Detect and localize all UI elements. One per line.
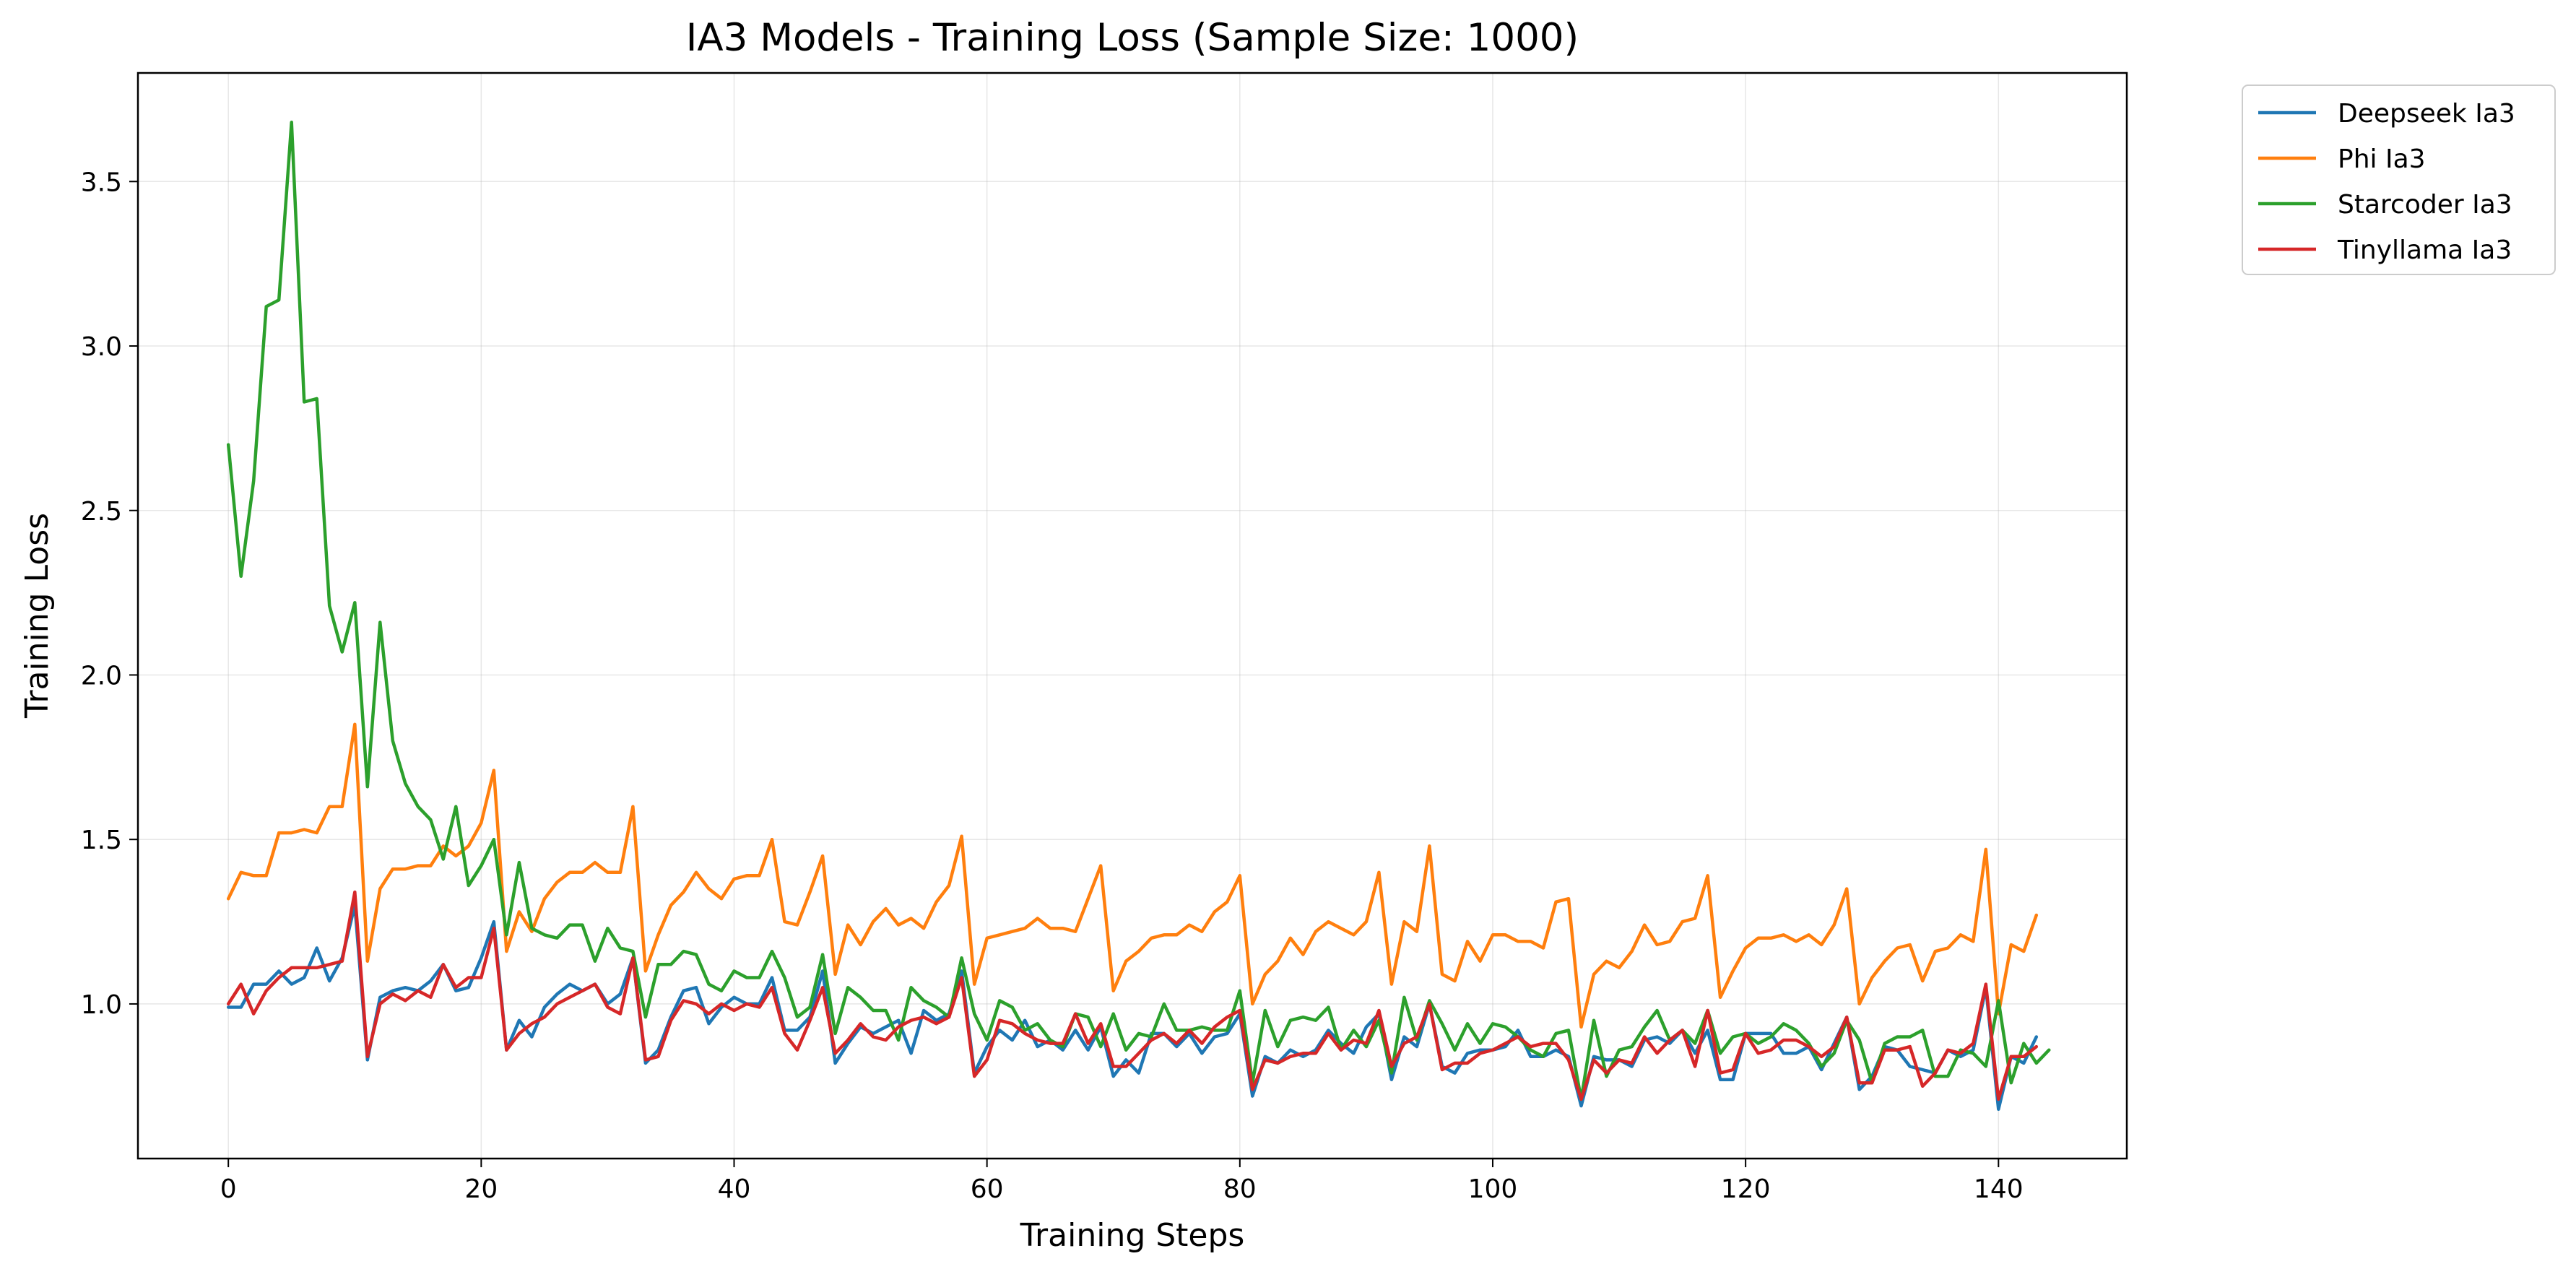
x-tick-label: 80	[1223, 1174, 1257, 1204]
x-tick-label: 100	[1468, 1174, 1518, 1204]
x-tick-label: 60	[971, 1174, 1004, 1204]
y-axis-label: Training Loss	[19, 513, 56, 719]
series-line-deepseek-ia3	[226, 904, 2039, 1111]
y-tick-label: 1.0	[81, 990, 122, 1020]
legend-box	[2242, 85, 2556, 275]
x-tick-label: 120	[1721, 1174, 1771, 1204]
legend-label: Tinyllama Ia3	[2337, 235, 2512, 265]
y-tick-label: 1.5	[81, 826, 122, 855]
y-tick-label: 3.5	[81, 168, 122, 197]
y-tick-label: 3.0	[81, 332, 122, 362]
grid-lines	[138, 73, 2127, 1159]
legend-label: Starcoder Ia3	[2338, 190, 2512, 220]
axis-ticks: 0 20 40 60 80 100 120 140 1.0 1.5 2.0 2.5 3.0 3.5	[81, 168, 2024, 1204]
x-tick-label: 0	[220, 1174, 237, 1204]
series-line-tinyllama-ia3	[226, 890, 2039, 1101]
x-tick-label: 140	[1974, 1174, 2024, 1204]
y-tick-label: 2.0	[81, 661, 122, 691]
legend: Deepseek Ia3 Phi Ia3 Starcoder Ia3 Tinyllam…	[2242, 85, 2556, 275]
series-line-phi-ia3	[226, 722, 2039, 1029]
plot-area-frame	[136, 72, 2128, 1160]
legend-label: Deepseek Ia3	[2338, 99, 2515, 129]
series-lines	[226, 121, 2051, 1111]
x-axis-label: Training Steps	[1020, 1217, 1245, 1254]
y-tick-label: 2.5	[81, 497, 122, 527]
legend-items: Deepseek Ia3 Phi Ia3 Starcoder Ia3 Tinyllam…	[2258, 99, 2515, 265]
chart-title: IA3 Models - Training Loss (Sample Size:…	[686, 16, 1579, 60]
legend-label: Phi Ia3	[2338, 144, 2426, 174]
x-tick-label: 40	[718, 1174, 751, 1204]
x-tick-label: 20	[464, 1174, 498, 1204]
